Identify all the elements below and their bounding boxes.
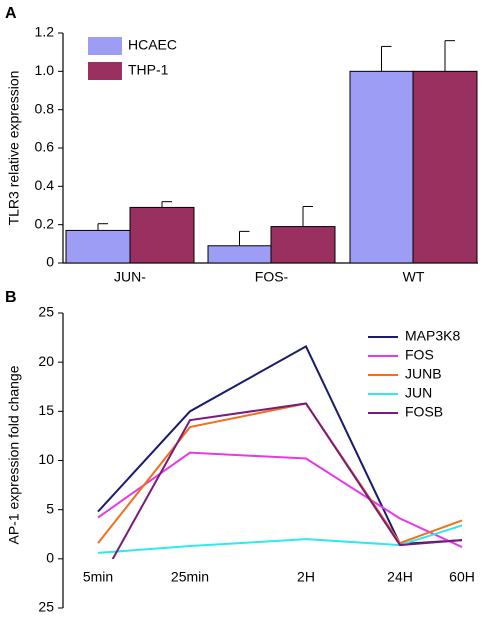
legend-label: FOS — [405, 347, 434, 363]
y-tick-label: 0.4 — [35, 177, 55, 193]
bar — [207, 245, 272, 264]
y-tick-label: 25 — [38, 599, 54, 615]
y-tick-label: 1.2 — [35, 24, 55, 40]
y-axis-label: AP-1 expression fold change — [6, 365, 22, 544]
y-tick-label: 10 — [38, 451, 54, 467]
y-tick-label: 20 — [38, 353, 54, 369]
x-tick-label: 2H — [297, 569, 315, 585]
x-tick-label: WT — [403, 269, 425, 285]
legend-label: MAP3K8 — [405, 328, 460, 344]
series-line — [97, 524, 463, 554]
y-tick-label: 25 — [38, 304, 54, 320]
legend-label: HCAEC — [128, 37, 177, 53]
legend-swatch — [88, 37, 122, 55]
bar — [412, 70, 478, 264]
y-axis-label: TLR3 relative expression — [6, 71, 22, 226]
bar — [129, 206, 195, 264]
bar — [65, 229, 131, 264]
bar — [349, 70, 414, 264]
x-tick-label: JUN- — [114, 269, 146, 285]
bar — [270, 226, 336, 264]
x-tick-label: 24H — [387, 569, 413, 585]
legend-label: THP-1 — [128, 62, 169, 78]
legend-label: FOSB — [405, 404, 443, 420]
series-line — [111, 402, 463, 559]
y-tick-label: 0.8 — [35, 100, 55, 116]
y-tick-label: 15 — [38, 402, 54, 418]
x-tick-label: FOS- — [255, 269, 289, 285]
y-tick-label: 5 — [46, 500, 54, 516]
legend-swatch — [88, 62, 122, 80]
legend-label: JUN — [405, 385, 432, 401]
panel-label: B — [5, 289, 17, 306]
legend-label: JUNB — [405, 366, 442, 382]
series-line — [97, 451, 463, 548]
y-tick-label: 0.6 — [35, 139, 55, 155]
y-tick-label: 0 — [46, 550, 54, 566]
panel-label: A — [5, 5, 17, 22]
x-tick-label: 25min — [171, 569, 209, 585]
y-tick-label: 1.0 — [35, 62, 55, 78]
y-tick-label: 0.2 — [35, 215, 55, 231]
x-tick-label: 60H — [449, 569, 475, 585]
x-tick-label: 5min — [83, 569, 113, 585]
y-tick-label: 0 — [46, 254, 54, 270]
